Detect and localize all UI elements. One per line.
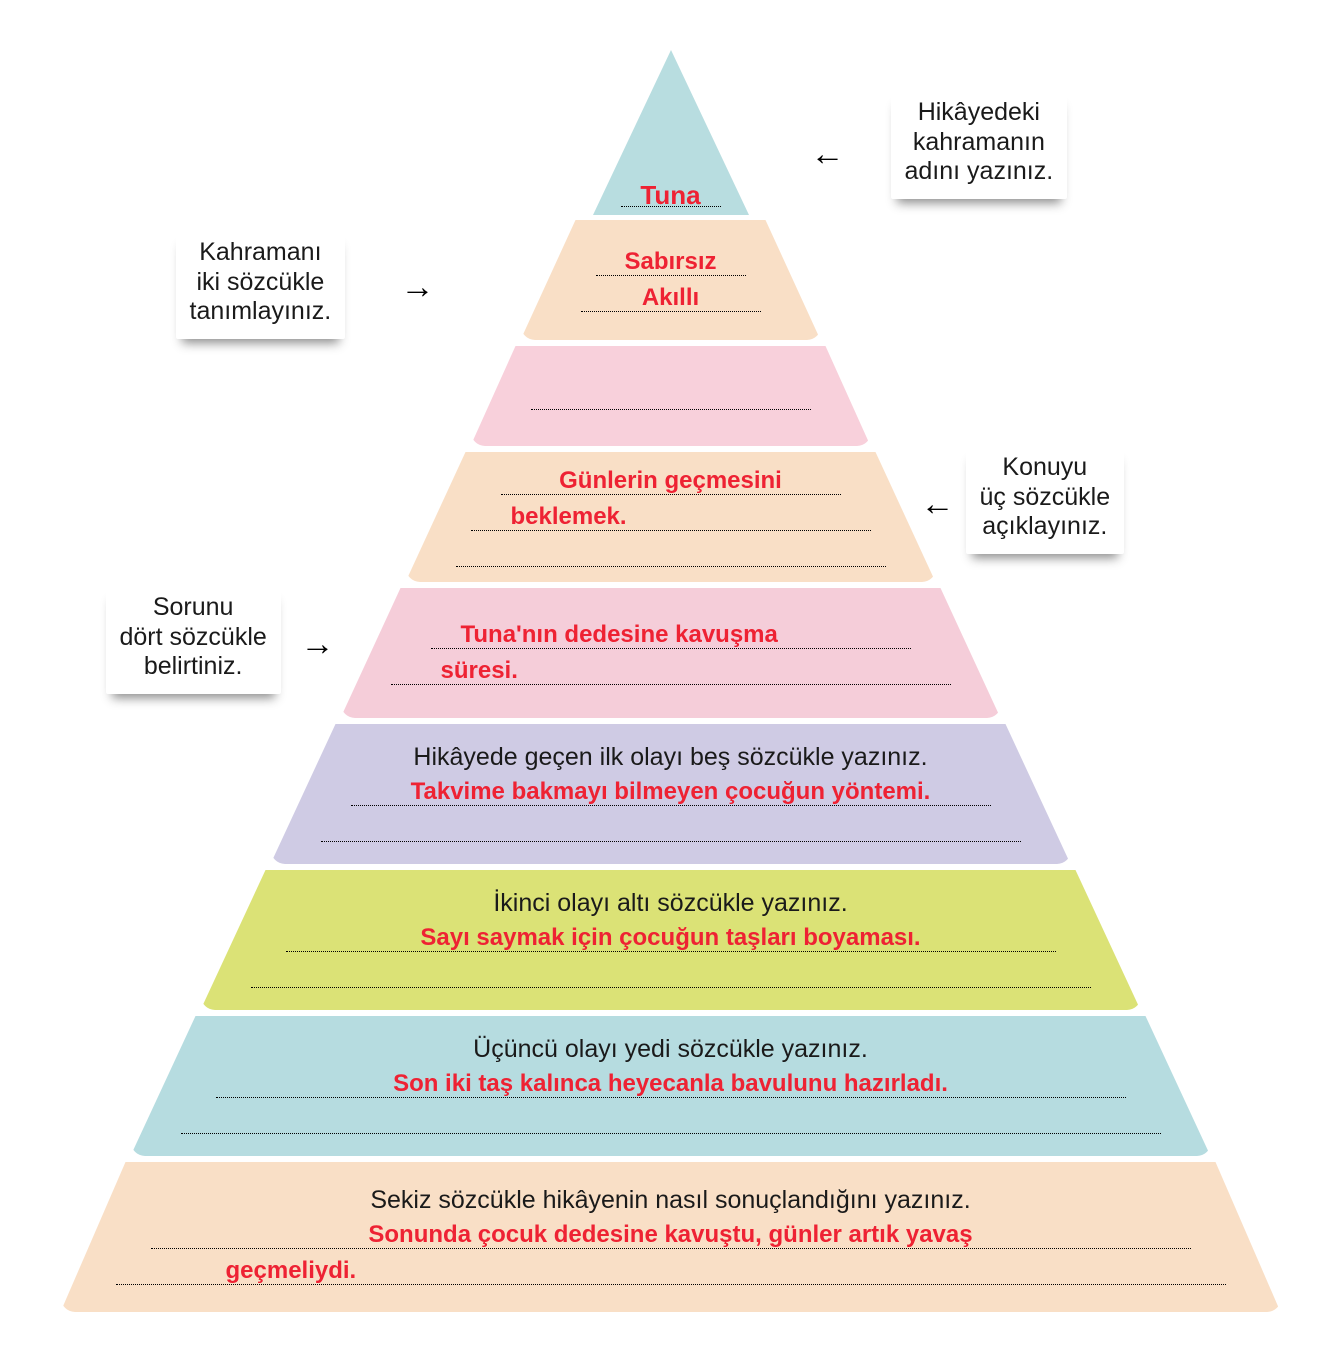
callout-c4: Sorunu dört sözcükle belirtiniz. <box>106 585 281 694</box>
arrow-icon: → <box>401 268 435 307</box>
answer-line <box>181 1106 1161 1134</box>
pyramid-infographic: Tuna SabırsızAkıllıGünlerin geçmesinibek… <box>21 30 1321 1330</box>
pyramid-tier-t4: Günlerin geçmesini beklemek. <box>406 452 936 582</box>
tier-content: Üçüncü olayı yedi sözcükle yazınız. Son i… <box>131 1016 1211 1156</box>
tier-prompt: Hikâyede geçen ilk olayı beş sözcükle ya… <box>295 743 1047 772</box>
tier-content: Sekiz sözcükle hikâyenin nasıl sonuçland… <box>61 1162 1281 1312</box>
answer-line: süresi. <box>391 657 951 685</box>
pyramid-tier-t5: Tuna'nın dedesine kavuşma süresi. <box>341 588 1001 718</box>
tier-content: Günlerin geçmesini beklemek. <box>406 452 936 582</box>
answer-line: Tuna'nın dedesine kavuşma <box>431 621 911 649</box>
tier-content: Tuna'nın dedesine kavuşma süresi. <box>341 588 1001 718</box>
pyramid-tier-t8: Üçüncü olayı yedi sözcükle yazınız. Son i… <box>131 1016 1211 1156</box>
answer-line <box>321 814 1021 842</box>
answer-line: Akıllı <box>581 284 761 312</box>
tier-content: Sabırsız Akıllı <box>521 220 821 340</box>
callout-c3: Konuyu üç sözcükle açıklayınız. <box>966 445 1125 554</box>
tier-content: Hikâyede geçen ilk olayı beş sözcükle ya… <box>271 724 1071 864</box>
answer-line <box>251 960 1091 988</box>
apex-dotline <box>621 206 721 207</box>
arrow-icon: ← <box>811 135 845 174</box>
pyramid-tier-t2: Sabırsız Akıllı <box>521 220 821 340</box>
arrow-icon: ← <box>921 485 955 524</box>
callout-c2: Kahramanı iki sözcükle tanımlayınız. <box>176 230 346 339</box>
tier-prompt: İkinci olayı altı sözcükle yazınız. <box>225 889 1117 918</box>
answer-line: Günlerin geçmesini <box>501 467 841 495</box>
answer-line: geçmeliydi. <box>116 1257 1226 1285</box>
answer-line: beklemek. <box>471 503 871 531</box>
answer-line: Sabırsız <box>596 248 746 276</box>
answer-line: Sayı saymak için çocuğun taşları boyamas… <box>286 924 1056 952</box>
answer-line <box>531 382 811 410</box>
tier-content <box>471 346 871 446</box>
pyramid-tier-t7: İkinci olayı altı sözcükle yazınız. Sayı … <box>201 870 1141 1010</box>
pyramid-tier-t3 <box>471 346 871 446</box>
answer-line: Takvime bakmayı bilmeyen çocuğun yöntemi… <box>351 778 991 806</box>
arrow-icon: → <box>301 625 335 664</box>
tier-prompt: Üçüncü olayı yedi sözcükle yazınız. <box>155 1035 1187 1064</box>
tier-prompt: Sekiz sözcükle hikâyenin nasıl sonuçland… <box>85 1186 1257 1215</box>
callout-c1: Hikâyedeki kahramanın adını yazınız. <box>891 90 1068 199</box>
answer-line: Son iki taş kalınca heyecanla bavulunu h… <box>216 1070 1126 1098</box>
tier-content: İkinci olayı altı sözcükle yazınız. Sayı … <box>201 870 1141 1010</box>
answer-line: Sonunda çocuk dedesine kavuştu, günler a… <box>151 1221 1191 1249</box>
pyramid-tier-t6: Hikâyede geçen ilk olayı beş sözcükle ya… <box>271 724 1071 864</box>
pyramid-tier-t9: Sekiz sözcükle hikâyenin nasıl sonuçland… <box>61 1162 1281 1312</box>
answer-line <box>456 539 886 567</box>
